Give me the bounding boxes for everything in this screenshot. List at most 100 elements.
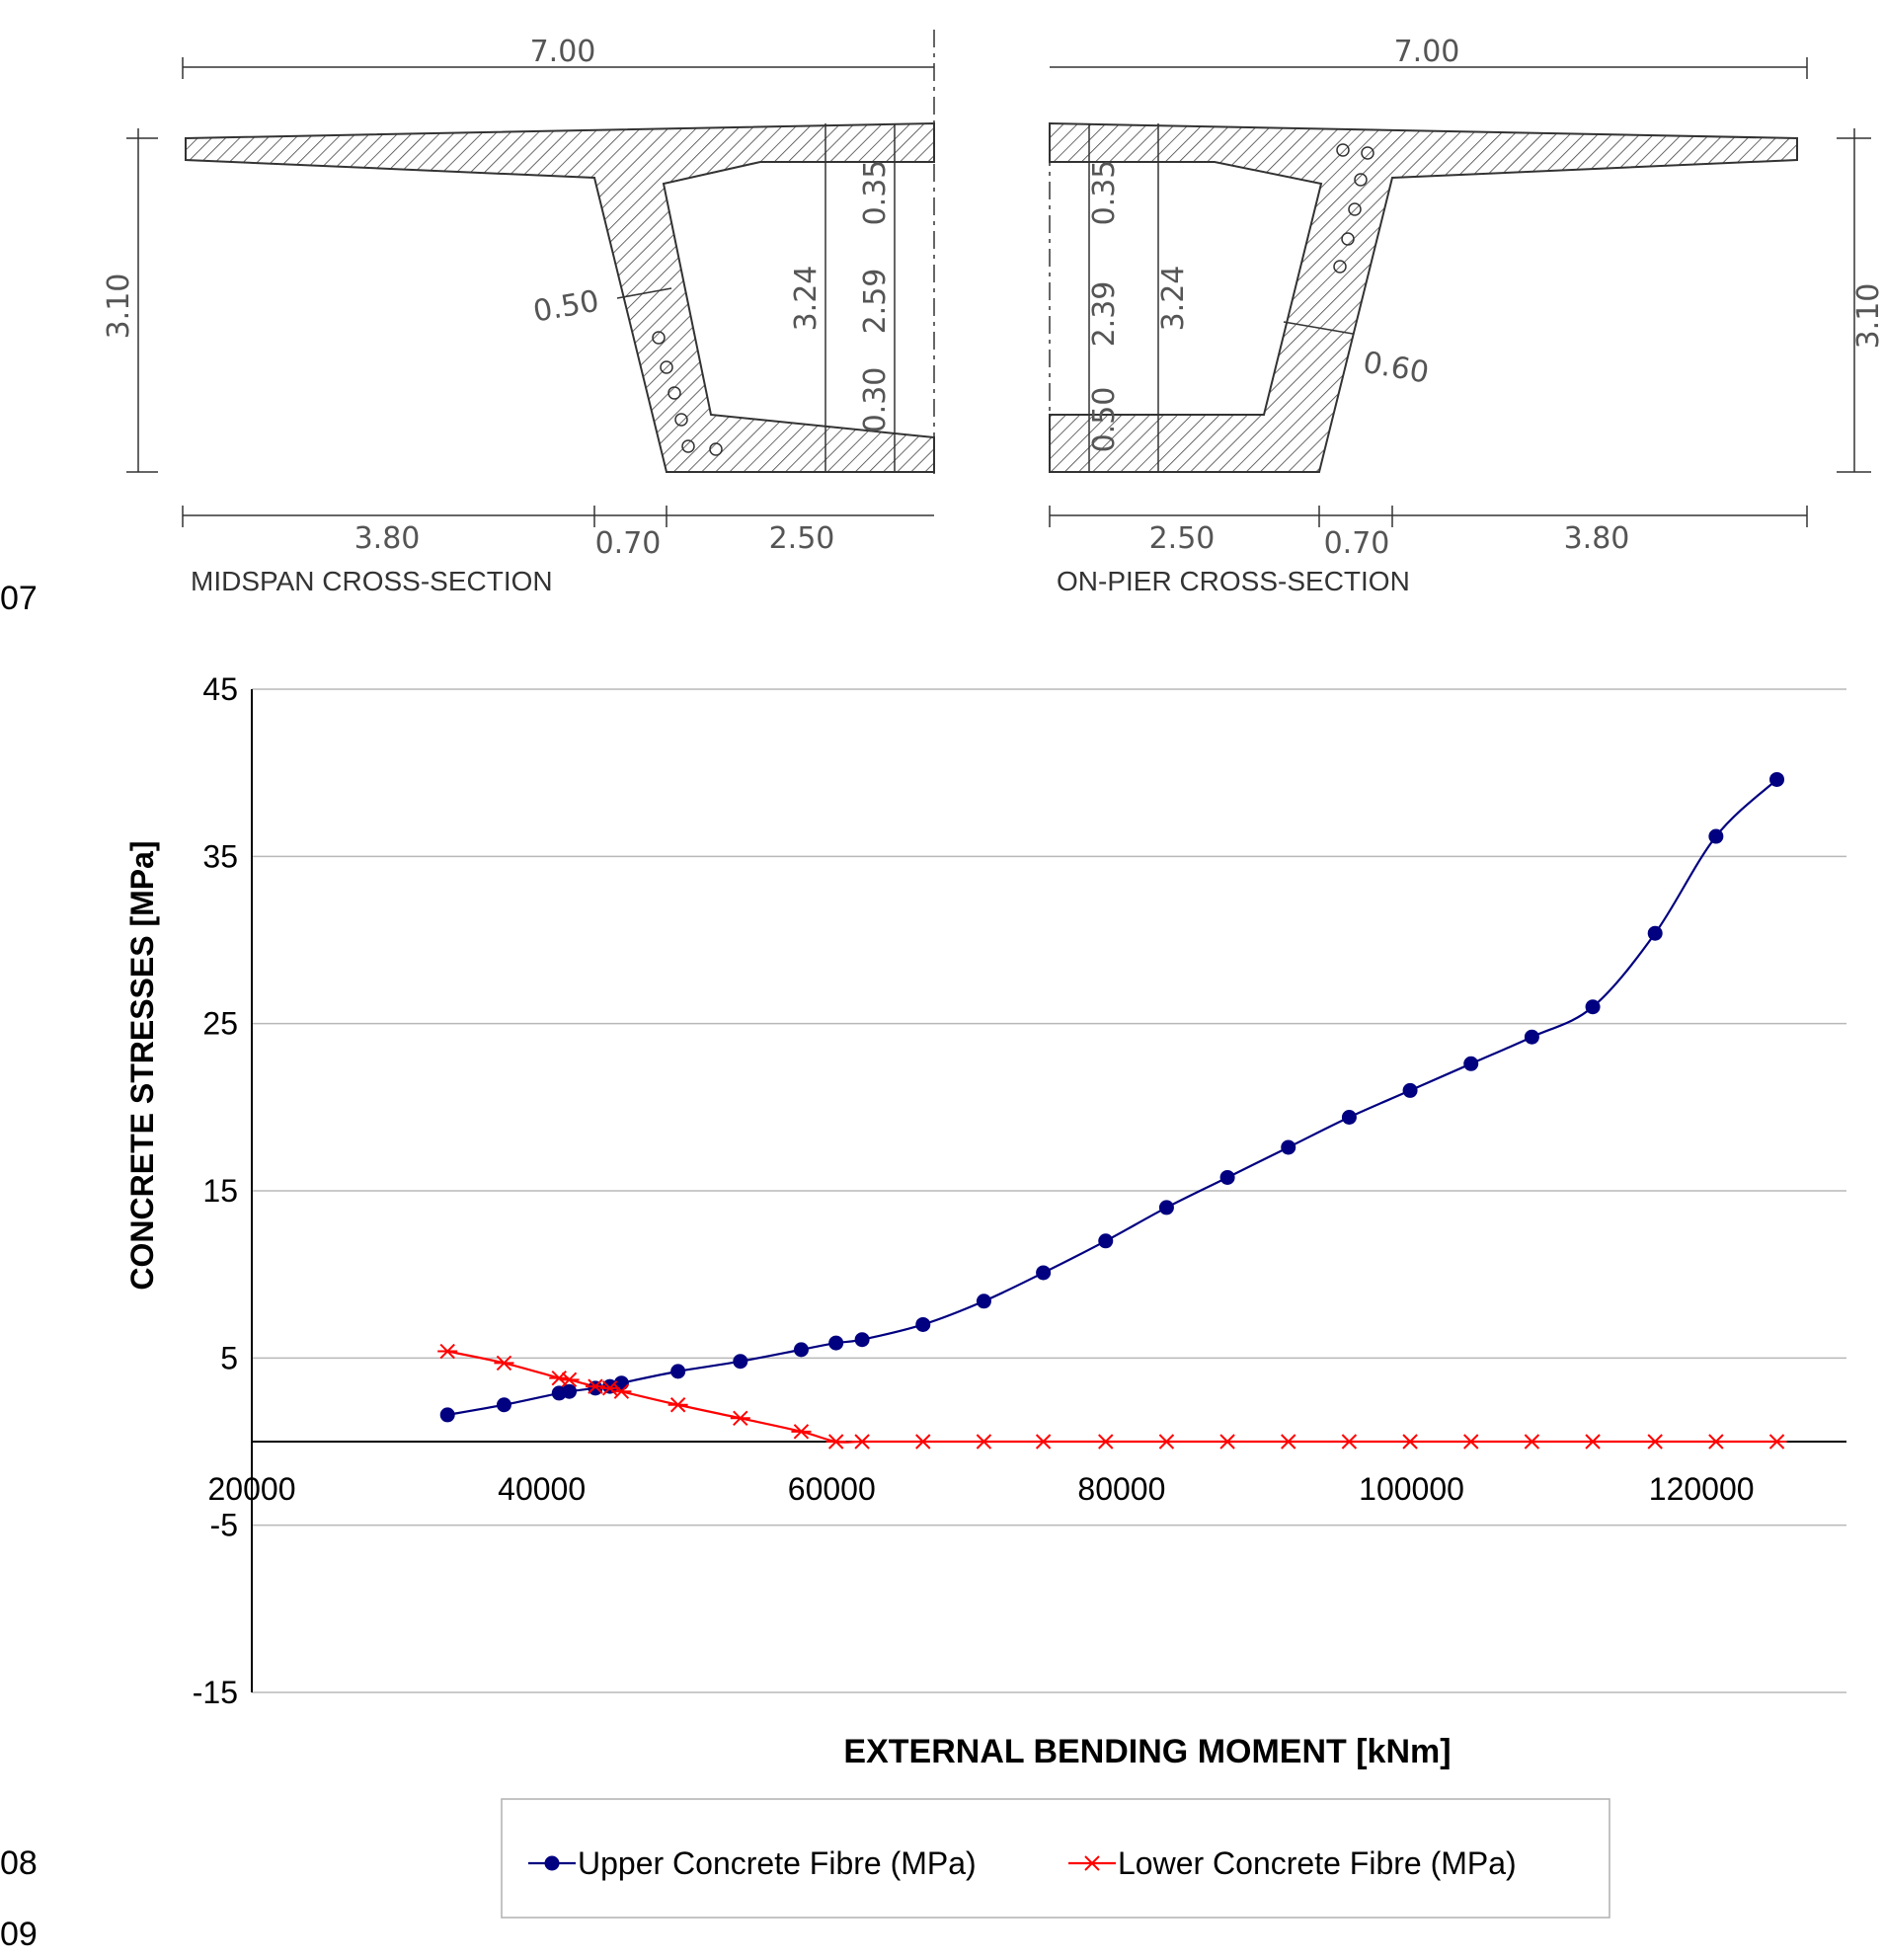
- onpier-top-width-label: 7.00: [1394, 35, 1460, 69]
- series-0-point-8: [733, 1354, 748, 1370]
- x-tick-label-0: 20000: [208, 1471, 296, 1507]
- series-1-point-3: [559, 1372, 580, 1388]
- legend-label-1: Lower Concrete Fibre (MPa): [1118, 1845, 1517, 1881]
- legend-box: [501, 1798, 1610, 1919]
- legend-label-0: Upper Concrete Fibre (MPa): [578, 1845, 977, 1881]
- series-0-point-7: [670, 1364, 686, 1379]
- series-1-point-22: [1522, 1434, 1542, 1450]
- series-1-point-9: [791, 1424, 812, 1440]
- chart-gridlines: [252, 688, 1846, 1693]
- series-0-point-25: [1708, 828, 1724, 844]
- series-0-point-4: [588, 1380, 603, 1396]
- y-tick-label-2: 5: [220, 1340, 238, 1375]
- midspan-top-slab-label: 0.35: [858, 160, 893, 226]
- x-tick-label-2: 60000: [788, 1471, 876, 1507]
- series-1-point-12: [912, 1434, 933, 1450]
- midspan-height-label: 3.10: [102, 274, 136, 340]
- y-tick-label-4: 25: [202, 1006, 238, 1042]
- series-1-point-6: [611, 1383, 632, 1399]
- series-1-point-7: [667, 1397, 688, 1413]
- midspan-web-thickness-label: 0.50: [530, 284, 601, 330]
- onpier-web-thickness-label: 0.60: [1361, 346, 1432, 391]
- series-1-point-17: [1217, 1434, 1238, 1450]
- series-1-point-11: [852, 1434, 873, 1450]
- series-0-point-9: [793, 1342, 809, 1358]
- onpier-total-inner-label: 3.24: [1156, 266, 1191, 332]
- series-1-point-26: [1766, 1434, 1787, 1450]
- y-tick-label-0: -15: [193, 1675, 238, 1710]
- series-0-point-23: [1585, 999, 1601, 1015]
- series-1-point-14: [1033, 1434, 1054, 1450]
- midspan-caption: MIDSPAN CROSS-SECTION: [191, 566, 553, 596]
- y-tick-label-6: 45: [202, 671, 238, 707]
- legend-marker-0: [544, 1855, 560, 1871]
- series-0-point-3: [562, 1383, 578, 1399]
- series-1-point-16: [1156, 1434, 1177, 1450]
- series-1-point-21: [1460, 1434, 1481, 1450]
- series-line-1: [446, 1350, 1777, 1444]
- onpier-bottom-dim-2: 0.70: [1324, 526, 1390, 561]
- midspan-total-inner-label: 3.24: [789, 266, 824, 332]
- series-0-point-11: [854, 1332, 870, 1348]
- onpier-height-label: 3.10: [1851, 283, 1884, 350]
- onpier-bottom-dim-1: 2.50: [1149, 521, 1216, 556]
- series-0-point-15: [1098, 1233, 1114, 1249]
- x-tick-label-5: 120000: [1649, 1471, 1755, 1507]
- y-axis-title: CONCRETE STRESSES [MPa]: [124, 840, 160, 1290]
- series-0-point-20: [1402, 1082, 1418, 1098]
- onpier-inner-height-label: 2.39: [1087, 281, 1122, 348]
- midspan-bottom-dim-3: 2.50: [769, 521, 835, 556]
- y-tick-labels: -15 -5 5 15 25 35 45: [193, 671, 238, 1710]
- midspan-top-width-label: 7.00: [530, 35, 596, 69]
- series-1-point-0: [437, 1343, 458, 1360]
- series-0-point-17: [1219, 1169, 1235, 1185]
- onpier-cross-section: 7.00 3.10 0.60 0.35 2.39 0.50 3.24 2.50 …: [1049, 35, 1884, 596]
- chart-legend: Upper Concrete Fibre (MPa) Lower Concrete…: [501, 1798, 1610, 1919]
- series-line-0: [447, 778, 1778, 1416]
- series-markers: [437, 771, 1787, 1450]
- midspan-bottom-slab-label: 0.30: [858, 367, 893, 433]
- x-tick-label-1: 40000: [498, 1471, 586, 1507]
- series-0-point-14: [1036, 1265, 1052, 1281]
- onpier-top-slab-label: 0.35: [1087, 160, 1122, 226]
- series-1-point-18: [1278, 1434, 1298, 1450]
- onpier-bottom-slab-label: 0.50: [1087, 387, 1122, 453]
- onpier-tendons: [1333, 143, 1374, 274]
- series-1-point-13: [974, 1434, 994, 1450]
- stress-chart: -15 -5 5 15 25 35 45 20000 40000 60000 80000 10000…: [124, 671, 1846, 1919]
- series-0-point-12: [915, 1316, 931, 1332]
- legend-marker-1: [1082, 1855, 1102, 1871]
- midspan-inner-height-label: 2.59: [858, 269, 893, 335]
- margin-number-1: 07: [0, 580, 38, 617]
- series-1-point-4: [585, 1378, 605, 1394]
- series-1-point-23: [1583, 1434, 1604, 1450]
- series-1-point-24: [1645, 1434, 1666, 1450]
- onpier-caption: ON-PIER CROSS-SECTION: [1057, 566, 1410, 596]
- series-1-point-25: [1705, 1434, 1726, 1450]
- series-0-point-13: [976, 1294, 991, 1309]
- series-1-point-20: [1400, 1434, 1421, 1450]
- series-1-point-10: [825, 1434, 846, 1450]
- series-0-point-19: [1341, 1109, 1357, 1125]
- midspan-bottom-dim-1: 3.80: [354, 521, 421, 556]
- series-0-point-16: [1158, 1200, 1174, 1215]
- midspan-bottom-dim-2: 0.70: [595, 526, 662, 561]
- series-1-point-1: [494, 1355, 514, 1372]
- y-tick-label-1: -5: [210, 1508, 238, 1543]
- series-0-point-1: [496, 1397, 511, 1413]
- midspan-cross-section: 7.00 3.10 0.50 3.24 0.35 2.59 0.30 3.80 …: [102, 30, 935, 596]
- midspan-tendons: [652, 331, 723, 456]
- series-1-point-5: [599, 1380, 620, 1396]
- series-0-point-24: [1647, 925, 1663, 941]
- onpier-bottom-dim-3: 3.80: [1564, 521, 1630, 556]
- series-0-point-5: [602, 1378, 618, 1394]
- series-lines: [446, 778, 1778, 1444]
- series-0-point-22: [1524, 1029, 1539, 1045]
- series-0-point-18: [1281, 1139, 1296, 1155]
- series-1-point-15: [1095, 1434, 1116, 1450]
- series-1-point-8: [730, 1410, 750, 1426]
- series-0-point-0: [439, 1407, 455, 1423]
- x-axis-title: EXTERNAL BENDING MOMENT [kNm]: [843, 1733, 1451, 1770]
- series-0-point-10: [828, 1335, 844, 1351]
